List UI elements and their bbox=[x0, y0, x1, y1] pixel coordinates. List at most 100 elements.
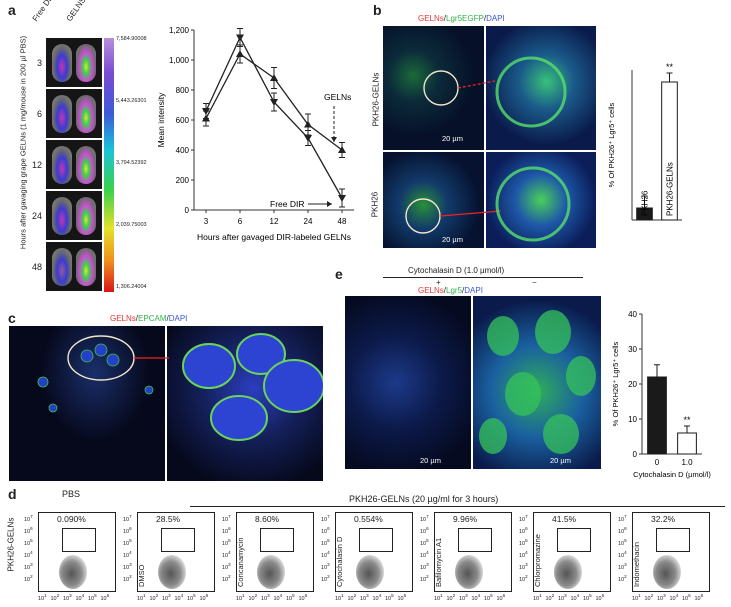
y-tick-label: 40 bbox=[628, 310, 637, 319]
x-tick-label: 105 bbox=[187, 593, 196, 602]
panel-c-label: c bbox=[8, 310, 16, 326]
scale-tick: 5,443.26301 bbox=[116, 98, 147, 104]
data-point bbox=[338, 195, 346, 202]
data-point bbox=[270, 74, 278, 81]
gelns-arrowhead bbox=[331, 137, 337, 142]
scale-tick: 2,039.75003 bbox=[116, 222, 147, 228]
x-tick-label: 104 bbox=[273, 593, 283, 602]
x-tick-label: 104 bbox=[75, 593, 85, 602]
flow-population bbox=[554, 555, 582, 589]
treatment-label: Indomethacin bbox=[632, 541, 641, 587]
gate-percentage: 41.5% bbox=[552, 514, 577, 524]
treatment-label: Bafilomycin A1 bbox=[434, 537, 443, 587]
y-tick-label: 105 bbox=[519, 538, 528, 547]
y-tick-label: 103 bbox=[123, 562, 132, 571]
x-tick-label: 105 bbox=[583, 593, 592, 602]
free-dir-arrowhead bbox=[327, 201, 332, 207]
data-point bbox=[304, 135, 312, 142]
y-tick-label: 102 bbox=[222, 574, 231, 583]
y-tick-label: 106 bbox=[420, 526, 429, 535]
x-tick-label: 102 bbox=[149, 593, 159, 602]
flow-plot-6: 32.2% Indomethacin bbox=[632, 512, 710, 592]
x-tick-label: 6 bbox=[238, 217, 243, 226]
x-tick-label: 103 bbox=[261, 593, 270, 602]
y-tick-label: 104 bbox=[24, 550, 33, 559]
time-label-12: 12 bbox=[31, 160, 42, 170]
category-label: PKH26-GELNs bbox=[666, 162, 675, 216]
y-tick-label: 105 bbox=[321, 538, 330, 547]
flow-plot-3: 0.554% Cytochalasin D bbox=[335, 512, 413, 592]
data-point bbox=[236, 34, 244, 42]
x-tick-label: 24 bbox=[304, 217, 313, 226]
time-label-3: 3 bbox=[36, 58, 42, 68]
x-tick-label: 102 bbox=[50, 593, 60, 602]
panel-a-label: a bbox=[8, 2, 16, 18]
y-tick-label: 102 bbox=[321, 574, 330, 583]
data-point bbox=[236, 50, 244, 57]
x-tick-label: 102 bbox=[446, 593, 456, 602]
flow-plot-5: 41.5% Chlorpromazine bbox=[533, 512, 611, 592]
panel-e-label: e bbox=[335, 266, 343, 282]
data-point bbox=[338, 146, 346, 153]
y-tick-label: 106 bbox=[519, 526, 528, 535]
panel-b-scale-1: 20 µm bbox=[442, 134, 463, 143]
flow-population bbox=[158, 555, 186, 589]
x-tick-label: 105 bbox=[484, 593, 493, 602]
time-label-6: 6 bbox=[36, 109, 42, 119]
x-tick-label: 105 bbox=[682, 593, 691, 602]
flow-gate bbox=[458, 528, 492, 552]
panel-b-scale-2: 20 µm bbox=[442, 235, 463, 244]
category-label: PKH26 bbox=[641, 190, 650, 216]
flow-population bbox=[455, 555, 483, 589]
y-tick-label: 400 bbox=[176, 146, 190, 155]
series-line-1 bbox=[205, 36, 343, 199]
panel-e-title: GELNs/Lgr5/DAPI bbox=[418, 286, 483, 295]
x-tick-label: 104 bbox=[570, 593, 580, 602]
y-tick-label: 600 bbox=[176, 116, 190, 125]
y-tick-label: 102 bbox=[24, 574, 33, 583]
x-tick-label: 105 bbox=[286, 593, 295, 602]
micrograph-b2 bbox=[383, 152, 484, 248]
panel-d-pbs: PBS bbox=[62, 489, 81, 499]
y-axis-label: Mean intensity bbox=[156, 92, 166, 148]
y-tick-label: 104 bbox=[618, 550, 627, 559]
x-tick-label: 3 bbox=[204, 217, 209, 226]
x-tick-label: 102 bbox=[248, 593, 258, 602]
panel-d-header: PKH26-GELNs (20 µg/ml for 3 hours) bbox=[349, 494, 499, 504]
x-tick-label: 102 bbox=[644, 593, 654, 602]
time-label-48: 48 bbox=[31, 262, 42, 272]
panel-b-row1-label: PKH26-GELNs bbox=[371, 72, 381, 127]
panel-d-header-line bbox=[190, 506, 725, 507]
col-free-dir: Free DIR bbox=[30, 0, 57, 23]
series-label-free-dir: Free DIR bbox=[270, 199, 304, 209]
x-tick-label: 106 bbox=[199, 593, 209, 602]
gate-percentage: 8.60% bbox=[255, 514, 280, 524]
x-tick-label: 104 bbox=[471, 593, 481, 602]
y-tick-label: 106 bbox=[321, 526, 330, 535]
gate-percentage: 28.5% bbox=[156, 514, 181, 524]
flow-plot-2: 8.60% Concanamycin bbox=[236, 512, 314, 592]
panel-e-treatment-line bbox=[383, 277, 583, 278]
scale-tick: 1,306.24004 bbox=[116, 284, 147, 290]
flow-gate bbox=[62, 528, 96, 552]
y-tick-label: 104 bbox=[420, 550, 429, 559]
y-tick-label: 102 bbox=[420, 574, 429, 583]
x-tick-label: 101 bbox=[434, 593, 443, 602]
significance-marker: ** bbox=[683, 415, 691, 425]
x-tick-label: 101 bbox=[236, 593, 245, 602]
category-label: 0 bbox=[655, 458, 660, 467]
y-tick-label: 200 bbox=[176, 176, 190, 185]
y-tick-label: 104 bbox=[519, 550, 528, 559]
ivis-image-48 bbox=[46, 242, 102, 291]
y-tick-label: 106 bbox=[222, 526, 231, 535]
y-tick-label: 107 bbox=[420, 514, 429, 523]
y-tick-label: 30 bbox=[628, 345, 637, 354]
flow-plot-0: 0.090% bbox=[38, 512, 116, 592]
time-label-24: 24 bbox=[31, 211, 42, 221]
y-tick-label: 1,200 bbox=[169, 26, 190, 35]
panel-e-bar-chart: 0 10 20 30 40 0 1.0 ** % Of PKH26⁺ Lgr5⁺ cells Cy… bbox=[611, 310, 711, 479]
significance-marker: ** bbox=[666, 62, 674, 72]
y-tick-label: 102 bbox=[123, 574, 132, 583]
x-tick-label: 102 bbox=[545, 593, 555, 602]
y-tick-label: 0 bbox=[185, 206, 190, 215]
